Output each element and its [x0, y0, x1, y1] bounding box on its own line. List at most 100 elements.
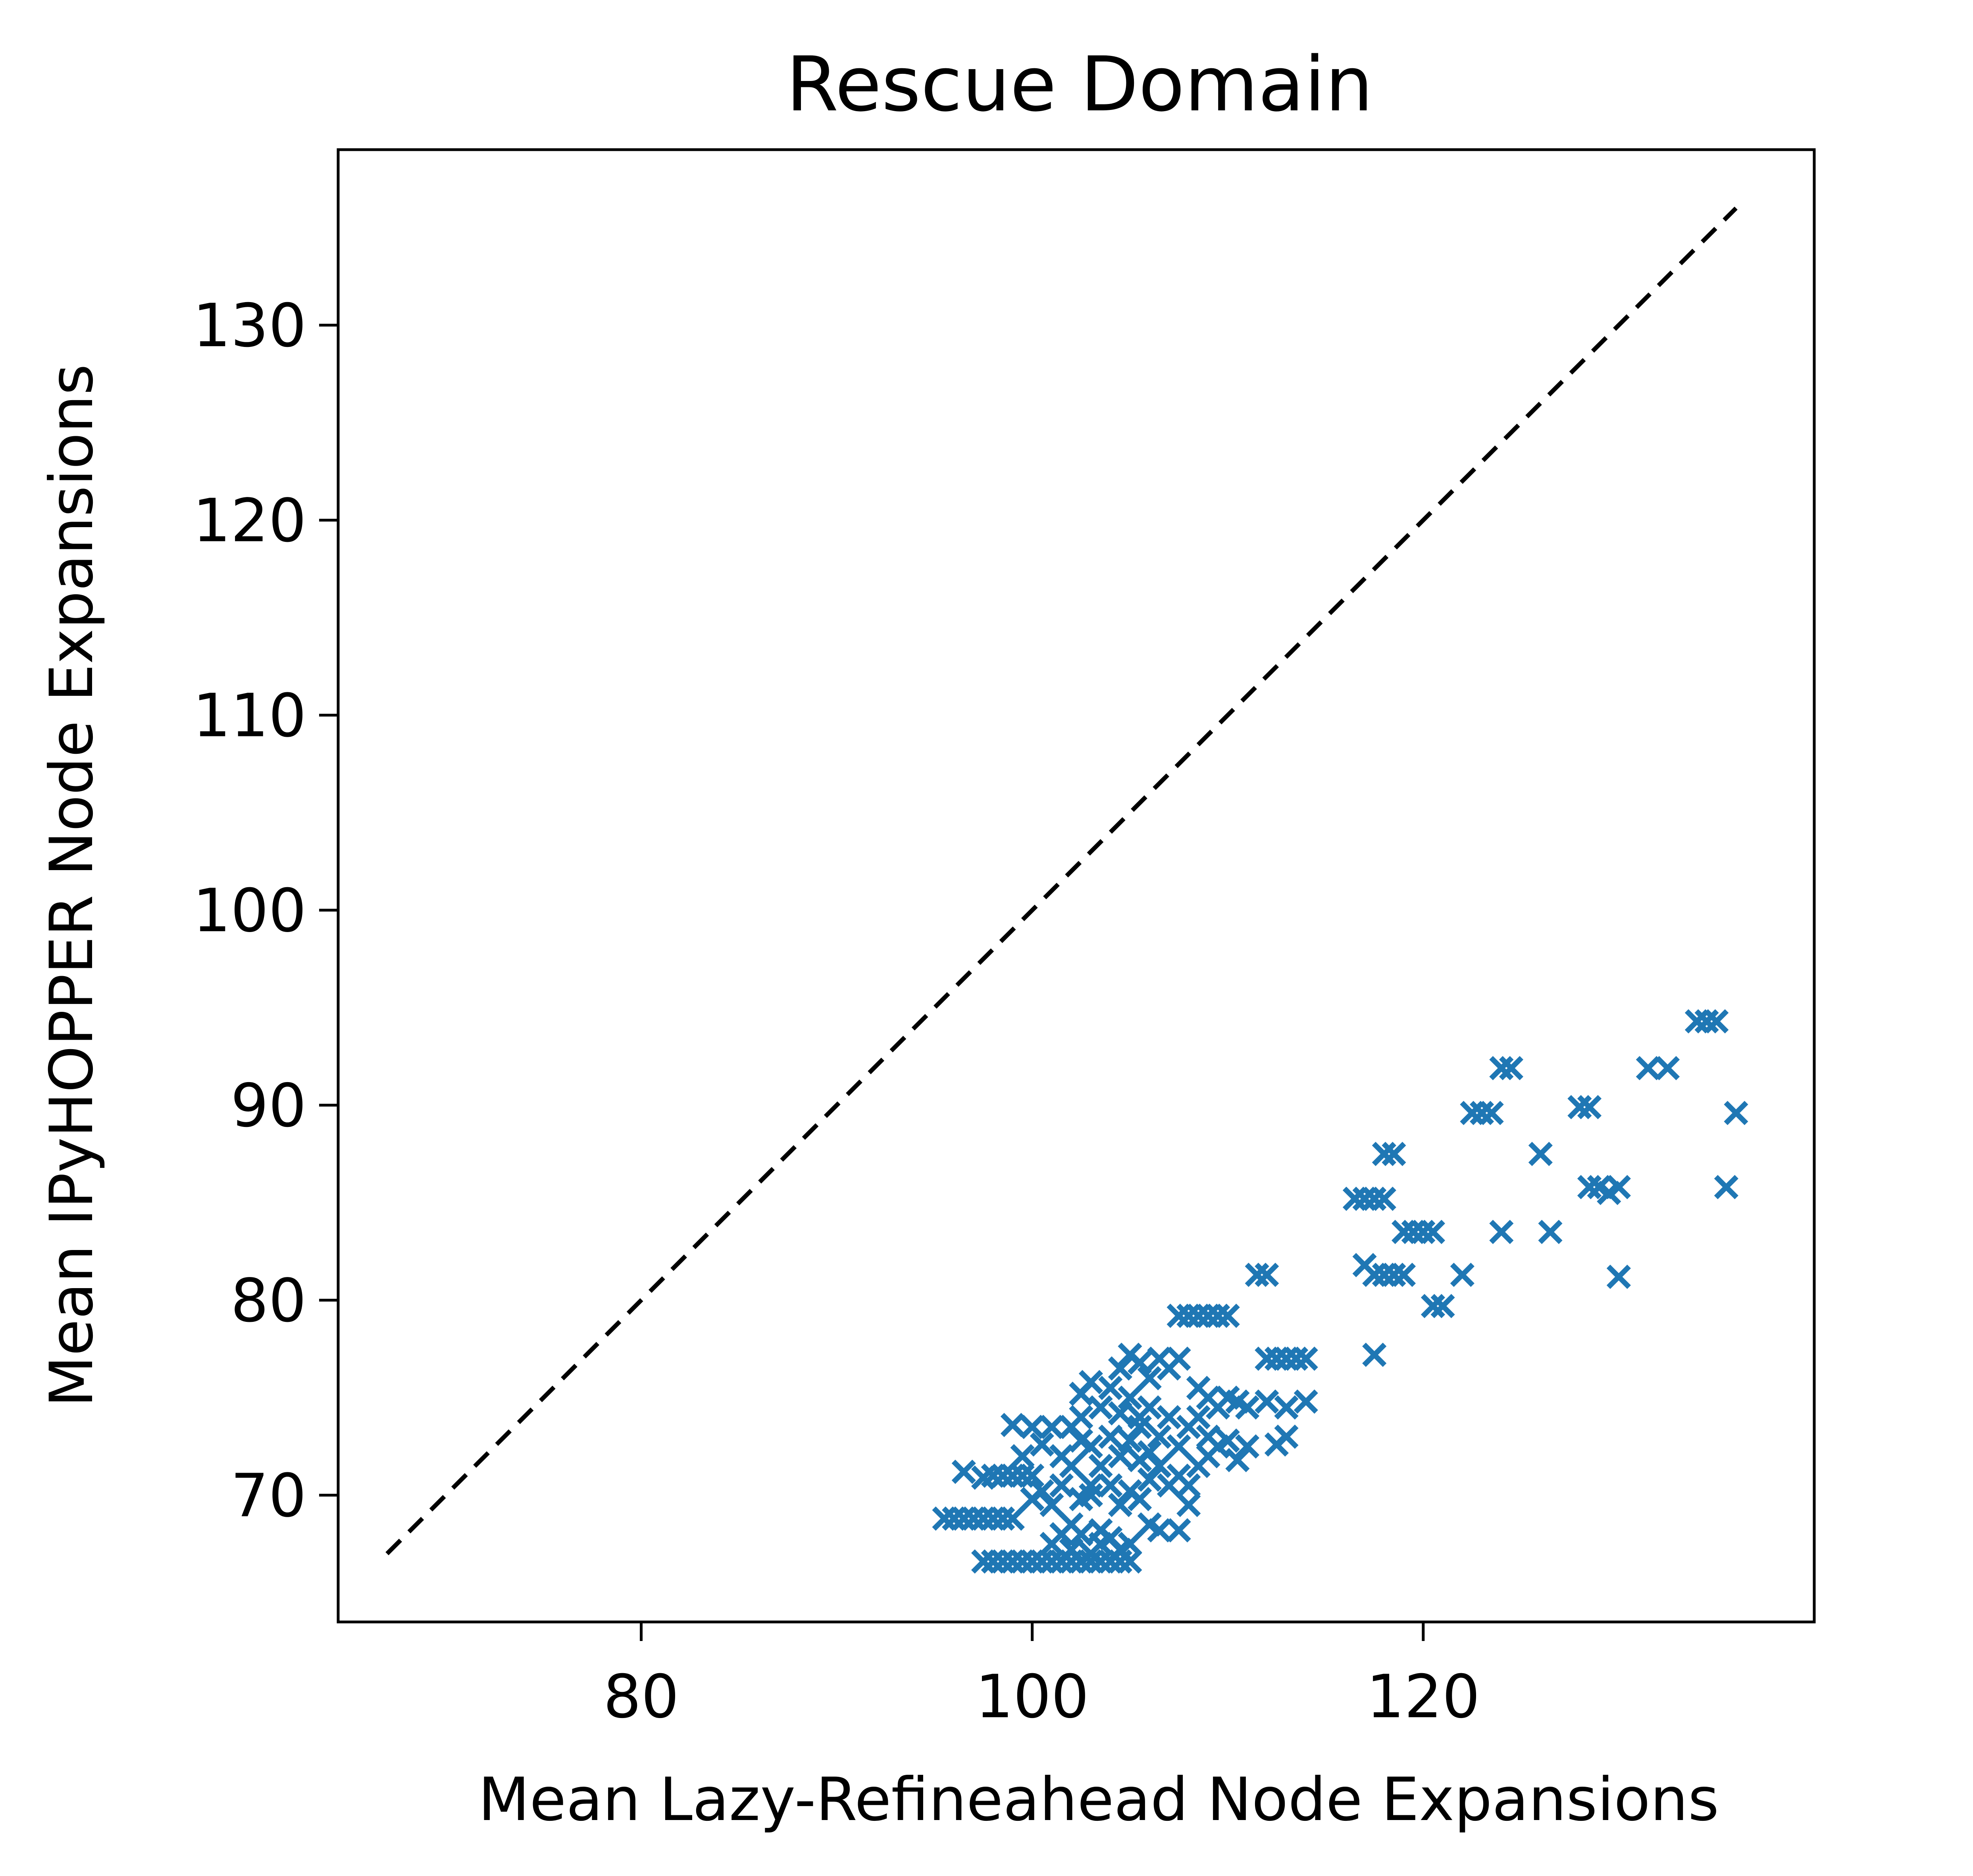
data-point: [1108, 1401, 1132, 1425]
data-point: [1020, 1415, 1045, 1439]
reference-line: [385, 206, 1738, 1555]
y-tick-label: 130: [193, 291, 306, 360]
data-point: [1430, 1294, 1455, 1318]
y-tick-label: 80: [231, 1266, 306, 1335]
data-point: [1528, 1142, 1553, 1166]
data-point: [1460, 1101, 1484, 1125]
data-point: [1127, 1350, 1152, 1375]
x-tick-label: 80: [603, 1662, 679, 1732]
data-point: [1078, 1483, 1103, 1508]
data-point: [1098, 1473, 1123, 1498]
y-tick-label: 120: [193, 486, 306, 555]
data-point: [1010, 1463, 1035, 1488]
data-point: [951, 1460, 976, 1484]
data-point: [1108, 1444, 1132, 1469]
data-point: [1069, 1405, 1093, 1429]
chart-title: Rescue Domain: [786, 40, 1373, 128]
x-axis-label: Mean Lazy-Refineahead Node Expansions: [478, 1765, 1719, 1834]
data-point: [1235, 1395, 1260, 1420]
data-point: [1274, 1424, 1299, 1449]
data-point: [1137, 1440, 1162, 1465]
data-point: [1010, 1549, 1035, 1574]
data-point: [1704, 1009, 1729, 1034]
data-point: [1255, 1346, 1279, 1371]
data-point: [1274, 1346, 1299, 1371]
data-point: [1176, 1304, 1201, 1328]
data-point: [1176, 1473, 1201, 1498]
data-point: [1255, 1389, 1279, 1414]
data-point: [1176, 1493, 1201, 1517]
data-point: [1147, 1424, 1172, 1449]
data-point: [1421, 1294, 1446, 1318]
data-point: [1127, 1487, 1152, 1512]
data-point: [1362, 1262, 1387, 1287]
plot-frame: [337, 148, 1816, 1624]
data-point: [1078, 1473, 1103, 1498]
data-point: [1274, 1395, 1299, 1420]
data-point: [1000, 1463, 1025, 1488]
data-point: [1166, 1346, 1191, 1371]
data-point: [1108, 1356, 1132, 1381]
data-point: [1137, 1366, 1162, 1391]
data-point: [1196, 1304, 1220, 1328]
data-point: [1245, 1262, 1269, 1287]
data-point: [1577, 1175, 1602, 1200]
x-tick-label: 100: [976, 1662, 1089, 1732]
data-point: [1479, 1101, 1504, 1125]
y-tick-label: 100: [193, 876, 306, 946]
data-point: [1059, 1454, 1084, 1478]
data-point: [951, 1506, 976, 1531]
data-point: [1372, 1186, 1396, 1211]
data-point: [1020, 1549, 1045, 1574]
data-point: [1450, 1262, 1474, 1287]
data-point: [1088, 1454, 1113, 1478]
data-point: [1137, 1395, 1162, 1420]
data-point: [1606, 1175, 1631, 1200]
data-point: [1118, 1385, 1142, 1410]
data-point: [1030, 1432, 1054, 1457]
data-point: [991, 1463, 1015, 1488]
data-point: [1411, 1219, 1436, 1244]
data-point: [1088, 1395, 1113, 1420]
y-tick-label: 90: [231, 1071, 306, 1140]
data-point: [1401, 1219, 1426, 1244]
data-point: [1039, 1493, 1064, 1517]
data-point: [1255, 1262, 1279, 1287]
data-point: [1049, 1473, 1074, 1498]
data-point: [1118, 1428, 1142, 1453]
data-point: [1372, 1262, 1396, 1287]
data-point: [1030, 1479, 1054, 1504]
data-point: [1606, 1264, 1631, 1289]
data-point: [1166, 1434, 1191, 1459]
data-point: [1655, 1056, 1680, 1081]
data-point: [981, 1506, 1005, 1531]
data-point: [1000, 1413, 1025, 1437]
data-point: [1186, 1304, 1211, 1328]
data-point: [1166, 1304, 1191, 1328]
data-point: [1039, 1549, 1064, 1574]
data-point: [1225, 1448, 1250, 1472]
data-point: [1157, 1405, 1182, 1429]
data-point: [1421, 1219, 1446, 1244]
data-point: [1010, 1444, 1035, 1469]
data-point: [1577, 1095, 1602, 1119]
data-point: [1372, 1142, 1396, 1166]
data-point: [1684, 1009, 1709, 1034]
data-point: [1127, 1415, 1152, 1439]
data-point: [991, 1549, 1015, 1574]
data-point: [991, 1506, 1015, 1531]
data-point: [1694, 1009, 1719, 1034]
data-point: [1215, 1428, 1240, 1453]
data-point: [1078, 1549, 1103, 1574]
data-point: [1382, 1262, 1406, 1287]
data-point: [1342, 1186, 1367, 1211]
data-point: [1186, 1405, 1211, 1429]
data-point: [1538, 1219, 1563, 1244]
data-point: [1147, 1454, 1172, 1478]
data-point: [1636, 1056, 1660, 1081]
data-point: [1137, 1467, 1162, 1492]
data-point: [1118, 1531, 1142, 1556]
y-axis-label: Mean IPyHOPPER Node Expansions: [37, 364, 106, 1407]
data-point: [1147, 1518, 1172, 1543]
data-point: [1489, 1056, 1514, 1081]
